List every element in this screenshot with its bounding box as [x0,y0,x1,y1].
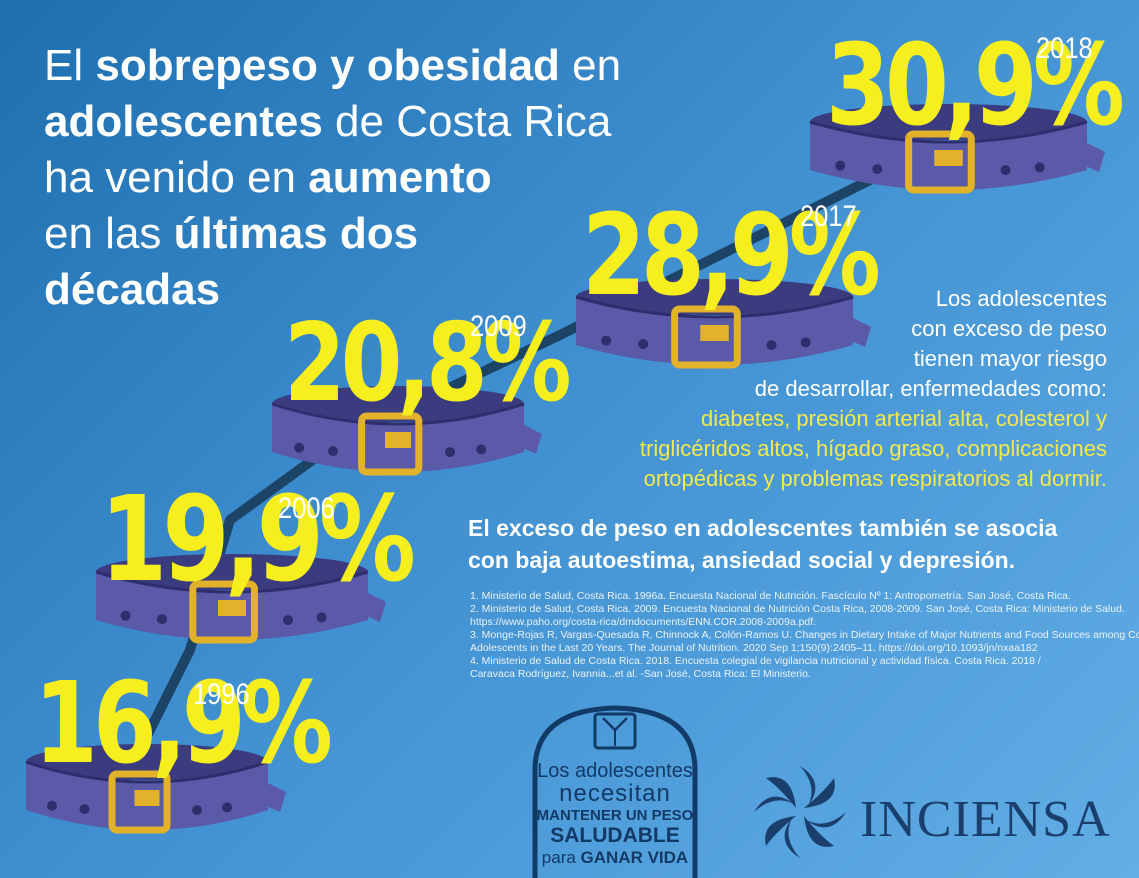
year-label: 2018 [1036,32,1093,65]
reference-item: 4. Ministerio de Salud de Costa Rica. 20… [470,655,1041,667]
belt-icon [25,744,286,834]
reference-item: Adolescents in the Last 20 Years. The Jo… [470,642,1038,654]
title-text: en las [44,209,174,258]
title-bold: sobrepeso y obesidad [95,41,560,90]
year-label: 2009 [470,310,527,343]
references: 1. Ministerio de Salud, Costa Rica. 1996… [470,590,1139,681]
badge-line: SALUDABLE [550,824,680,847]
message-line: El exceso de peso en adolescentes tambié… [468,515,1058,541]
badge-line: GANAR VIDA [580,848,689,867]
title-bold: décadas [44,265,221,314]
belt-icon [809,104,1105,194]
info-highlight-line: ortopédicas y problemas respiratorios al… [643,466,1107,491]
risk-info: Los adolescentes con exceso de peso tien… [527,284,1107,494]
healthy-weight-badge: Los adolescentes necesitan MANTENER UN P… [515,700,715,878]
percent-label: 30,9% [826,21,1125,151]
percent-label: 28,9% [582,191,881,321]
percent-label: 20,8% [284,301,572,426]
info-line: de desarrollar, enfermedades como: [754,376,1107,401]
badge-line: MANTENER UN PESO [536,807,694,824]
reference-item: 3. Monge-Rojas R, Vargas-Quesada R, Chin… [470,629,1139,641]
title-text: ha venido en [44,153,309,202]
message-line: con baja autoestima, ansiedad social y d… [468,547,1016,573]
reference-item: https://www.paho.org/costa-rica/dmdocume… [470,616,817,628]
inciensa-logo-icon [754,766,846,858]
title-text: El [44,41,96,90]
title-text: en [559,41,622,90]
reference-item: 2. Ministerio de Salud, Costa Rica. 2009… [470,603,1125,615]
badge-line: para [541,848,581,867]
badge-text: Los adolescentes necesitan MANTENER UN P… [515,760,715,869]
year-label: 2006 [278,492,335,525]
association-message: El exceso de peso en adolescentes tambié… [468,512,1108,576]
badge-line: necesitan [559,780,671,807]
badge-line: Los adolescentes [537,760,693,782]
info-line: Los adolescentes [935,286,1107,311]
belt-icon [95,554,386,644]
reference-item: Caravaca Rodríguez, Ivannia...et al. -Sa… [470,668,811,680]
percent-label: 19,9% [100,470,416,608]
belt-icon [575,279,871,369]
inciensa-logo-text: INCIENSA [860,791,1111,848]
info-line: tienen mayor riesgo [913,346,1107,371]
title-bold: adolescentes [44,97,323,146]
title-bold: aumento [308,153,492,202]
info-line: con exceso de peso [911,316,1107,341]
title-bold: últimas dos [173,209,419,258]
belt-icon [271,386,542,476]
year-label: 1996 [193,678,250,711]
info-highlight-line: triglicéridos altos, hígado graso, compl… [639,436,1107,461]
title-text: de Costa Rica [322,97,612,146]
shirt-icon [593,712,637,750]
page-title: El sobrepeso y obesidad en adolescentes … [44,38,744,318]
year-label: 2017 [800,200,857,233]
percent-label: 16,9% [34,659,333,789]
scale-badge-outline [532,705,698,878]
info-highlight-line: diabetes, presión arterial alta, coleste… [701,406,1107,431]
reference-item: 1. Ministerio de Salud, Costa Rica. 1996… [470,590,1071,602]
